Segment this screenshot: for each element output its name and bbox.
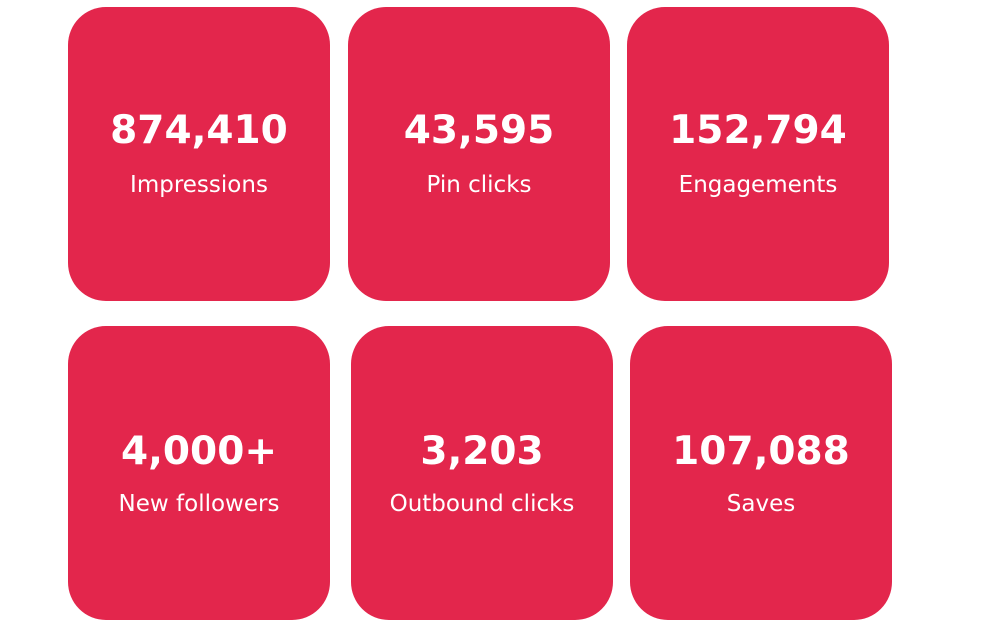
stat-label: New followers bbox=[118, 491, 280, 517]
stat-label: Outbound clicks bbox=[389, 491, 575, 517]
stat-value: 3,203 bbox=[420, 429, 544, 474]
stat-card-pin-clicks: 43,595 Pin clicks bbox=[348, 7, 610, 301]
stat-card-outbound-clicks: 3,203 Outbound clicks bbox=[351, 326, 613, 620]
stat-label: Saves bbox=[726, 491, 796, 517]
stat-value: 152,794 bbox=[669, 108, 847, 153]
stat-label: Impressions bbox=[130, 172, 268, 198]
stat-label: Pin clicks bbox=[426, 172, 532, 198]
stat-card-saves: 107,088 Saves bbox=[630, 326, 892, 620]
stat-value: 43,595 bbox=[403, 108, 555, 153]
stat-card-new-followers: 4,000+ New followers bbox=[68, 326, 330, 620]
stat-value: 874,410 bbox=[110, 108, 288, 153]
stat-value: 107,088 bbox=[672, 429, 850, 474]
stat-label: Engagements bbox=[678, 172, 838, 198]
stat-card-engagements: 152,794 Engagements bbox=[627, 7, 889, 301]
stat-card-impressions: 874,410 Impressions bbox=[68, 7, 330, 301]
stat-value: 4,000+ bbox=[120, 429, 278, 474]
